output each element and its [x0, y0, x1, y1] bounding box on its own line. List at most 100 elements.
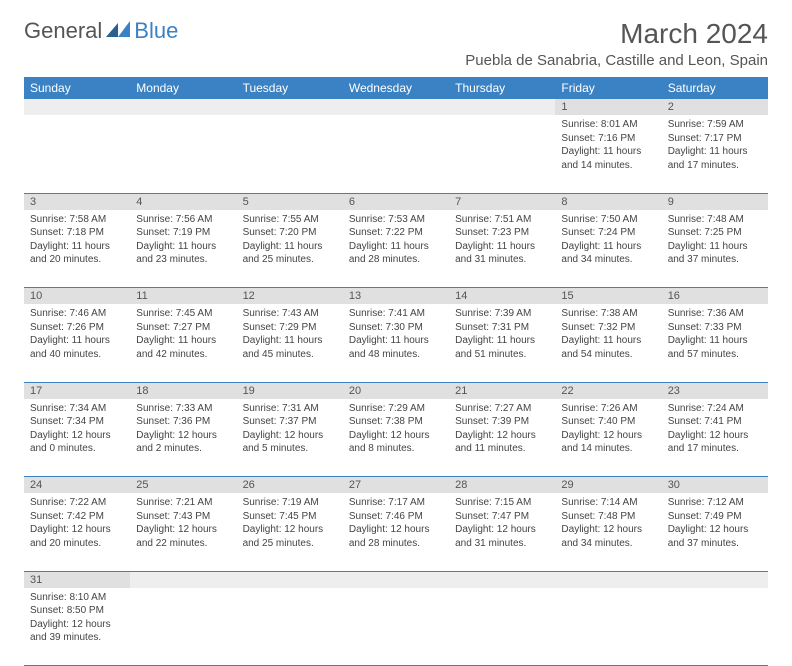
logo-icon [106, 19, 132, 44]
day-cell [449, 115, 555, 193]
day-cell-content: Sunrise: 7:43 AMSunset: 7:29 PMDaylight:… [237, 304, 343, 364]
weekday-header-row: SundayMondayTuesdayWednesdayThursdayFrid… [24, 77, 768, 99]
day-number-cell: 16 [662, 288, 768, 305]
day-number-cell: 4 [130, 193, 236, 210]
day-cell-content: Sunrise: 7:19 AMSunset: 7:45 PMDaylight:… [237, 493, 343, 553]
day-cell-content: Sunrise: 7:46 AMSunset: 7:26 PMDaylight:… [24, 304, 130, 364]
day-number-cell [130, 571, 236, 588]
day-cell: Sunrise: 7:33 AMSunset: 7:36 PMDaylight:… [130, 399, 236, 477]
day-cell: Sunrise: 7:26 AMSunset: 7:40 PMDaylight:… [555, 399, 661, 477]
day-cell-content: Sunrise: 7:39 AMSunset: 7:31 PMDaylight:… [449, 304, 555, 364]
day-number-cell: 22 [555, 382, 661, 399]
day-cell-content: Sunrise: 7:55 AMSunset: 7:20 PMDaylight:… [237, 210, 343, 270]
day-number-cell [130, 99, 236, 115]
day-cell [24, 115, 130, 193]
day-number-cell: 6 [343, 193, 449, 210]
day-cell-content: Sunrise: 7:21 AMSunset: 7:43 PMDaylight:… [130, 493, 236, 553]
weekday-header: Wednesday [343, 77, 449, 99]
day-cell-content: Sunrise: 7:51 AMSunset: 7:23 PMDaylight:… [449, 210, 555, 270]
day-number-cell: 31 [24, 571, 130, 588]
day-number-cell: 14 [449, 288, 555, 305]
day-number-cell: 18 [130, 382, 236, 399]
day-cell-content: Sunrise: 7:17 AMSunset: 7:46 PMDaylight:… [343, 493, 449, 553]
day-number-cell: 13 [343, 288, 449, 305]
day-cell-content: Sunrise: 7:59 AMSunset: 7:17 PMDaylight:… [662, 115, 768, 175]
day-cell: Sunrise: 7:34 AMSunset: 7:34 PMDaylight:… [24, 399, 130, 477]
day-number-row: 3456789 [24, 193, 768, 210]
day-cell-content: Sunrise: 7:31 AMSunset: 7:37 PMDaylight:… [237, 399, 343, 459]
day-number-cell: 19 [237, 382, 343, 399]
day-cell-content: Sunrise: 8:10 AMSunset: 8:50 PMDaylight:… [24, 588, 130, 648]
day-cell-content: Sunrise: 7:41 AMSunset: 7:30 PMDaylight:… [343, 304, 449, 364]
day-number-cell [449, 99, 555, 115]
day-cell-content: Sunrise: 7:45 AMSunset: 7:27 PMDaylight:… [130, 304, 236, 364]
logo-text-blue: Blue [134, 18, 178, 44]
day-number-cell: 28 [449, 477, 555, 494]
day-content-row: Sunrise: 8:10 AMSunset: 8:50 PMDaylight:… [24, 588, 768, 666]
page-title: March 2024 [465, 18, 768, 50]
day-cell: Sunrise: 7:43 AMSunset: 7:29 PMDaylight:… [237, 304, 343, 382]
day-cell-content: Sunrise: 7:53 AMSunset: 7:22 PMDaylight:… [343, 210, 449, 270]
day-cell: Sunrise: 7:58 AMSunset: 7:18 PMDaylight:… [24, 210, 130, 288]
day-number-cell: 3 [24, 193, 130, 210]
weekday-header: Saturday [662, 77, 768, 99]
day-number-cell: 2 [662, 99, 768, 115]
day-number-cell: 24 [24, 477, 130, 494]
day-number-cell [237, 571, 343, 588]
day-cell: Sunrise: 8:01 AMSunset: 7:16 PMDaylight:… [555, 115, 661, 193]
day-cell-content: Sunrise: 7:12 AMSunset: 7:49 PMDaylight:… [662, 493, 768, 553]
day-cell-content: Sunrise: 7:24 AMSunset: 7:41 PMDaylight:… [662, 399, 768, 459]
day-number-cell: 9 [662, 193, 768, 210]
day-number-cell: 27 [343, 477, 449, 494]
day-number-cell: 23 [662, 382, 768, 399]
day-cell: Sunrise: 7:24 AMSunset: 7:41 PMDaylight:… [662, 399, 768, 477]
day-cell [130, 588, 236, 666]
weekday-header: Thursday [449, 77, 555, 99]
day-cell: Sunrise: 7:38 AMSunset: 7:32 PMDaylight:… [555, 304, 661, 382]
day-cell [237, 115, 343, 193]
day-number-cell: 7 [449, 193, 555, 210]
day-number-cell: 5 [237, 193, 343, 210]
title-block: March 2024 Puebla de Sanabria, Castille … [465, 18, 768, 69]
calendar-table: SundayMondayTuesdayWednesdayThursdayFrid… [24, 77, 768, 666]
day-cell: Sunrise: 7:29 AMSunset: 7:38 PMDaylight:… [343, 399, 449, 477]
day-number-cell: 15 [555, 288, 661, 305]
day-cell: Sunrise: 7:21 AMSunset: 7:43 PMDaylight:… [130, 493, 236, 571]
day-cell-content: Sunrise: 7:38 AMSunset: 7:32 PMDaylight:… [555, 304, 661, 364]
day-number-row: 12 [24, 99, 768, 115]
day-number-row: 10111213141516 [24, 288, 768, 305]
logo-text-general: General [24, 18, 102, 44]
day-cell [555, 588, 661, 666]
day-cell-content: Sunrise: 7:29 AMSunset: 7:38 PMDaylight:… [343, 399, 449, 459]
day-number-cell: 12 [237, 288, 343, 305]
day-number-cell: 8 [555, 193, 661, 210]
logo: General Blue [24, 18, 178, 44]
day-cell-content: Sunrise: 7:26 AMSunset: 7:40 PMDaylight:… [555, 399, 661, 459]
day-cell: Sunrise: 7:15 AMSunset: 7:47 PMDaylight:… [449, 493, 555, 571]
day-number-row: 17181920212223 [24, 382, 768, 399]
day-cell: Sunrise: 7:46 AMSunset: 7:26 PMDaylight:… [24, 304, 130, 382]
header: General Blue March 2024 Puebla de Sanabr… [24, 18, 768, 69]
day-number-row: 24252627282930 [24, 477, 768, 494]
day-number-cell [662, 571, 768, 588]
day-cell: Sunrise: 7:56 AMSunset: 7:19 PMDaylight:… [130, 210, 236, 288]
day-cell: Sunrise: 7:53 AMSunset: 7:22 PMDaylight:… [343, 210, 449, 288]
day-cell-content: Sunrise: 7:27 AMSunset: 7:39 PMDaylight:… [449, 399, 555, 459]
day-cell-content: Sunrise: 7:22 AMSunset: 7:42 PMDaylight:… [24, 493, 130, 553]
day-cell [662, 588, 768, 666]
location-text: Puebla de Sanabria, Castille and Leon, S… [465, 52, 768, 69]
day-cell: Sunrise: 7:39 AMSunset: 7:31 PMDaylight:… [449, 304, 555, 382]
day-cell: Sunrise: 7:45 AMSunset: 7:27 PMDaylight:… [130, 304, 236, 382]
weekday-header: Sunday [24, 77, 130, 99]
day-cell-content: Sunrise: 7:14 AMSunset: 7:48 PMDaylight:… [555, 493, 661, 553]
day-cell [237, 588, 343, 666]
day-content-row: Sunrise: 7:58 AMSunset: 7:18 PMDaylight:… [24, 210, 768, 288]
day-number-cell: 17 [24, 382, 130, 399]
day-cell: Sunrise: 7:48 AMSunset: 7:25 PMDaylight:… [662, 210, 768, 288]
day-cell: Sunrise: 7:50 AMSunset: 7:24 PMDaylight:… [555, 210, 661, 288]
day-content-row: Sunrise: 7:22 AMSunset: 7:42 PMDaylight:… [24, 493, 768, 571]
day-number-cell [343, 571, 449, 588]
day-cell: Sunrise: 7:41 AMSunset: 7:30 PMDaylight:… [343, 304, 449, 382]
day-cell-content: Sunrise: 7:50 AMSunset: 7:24 PMDaylight:… [555, 210, 661, 270]
day-number-cell: 11 [130, 288, 236, 305]
